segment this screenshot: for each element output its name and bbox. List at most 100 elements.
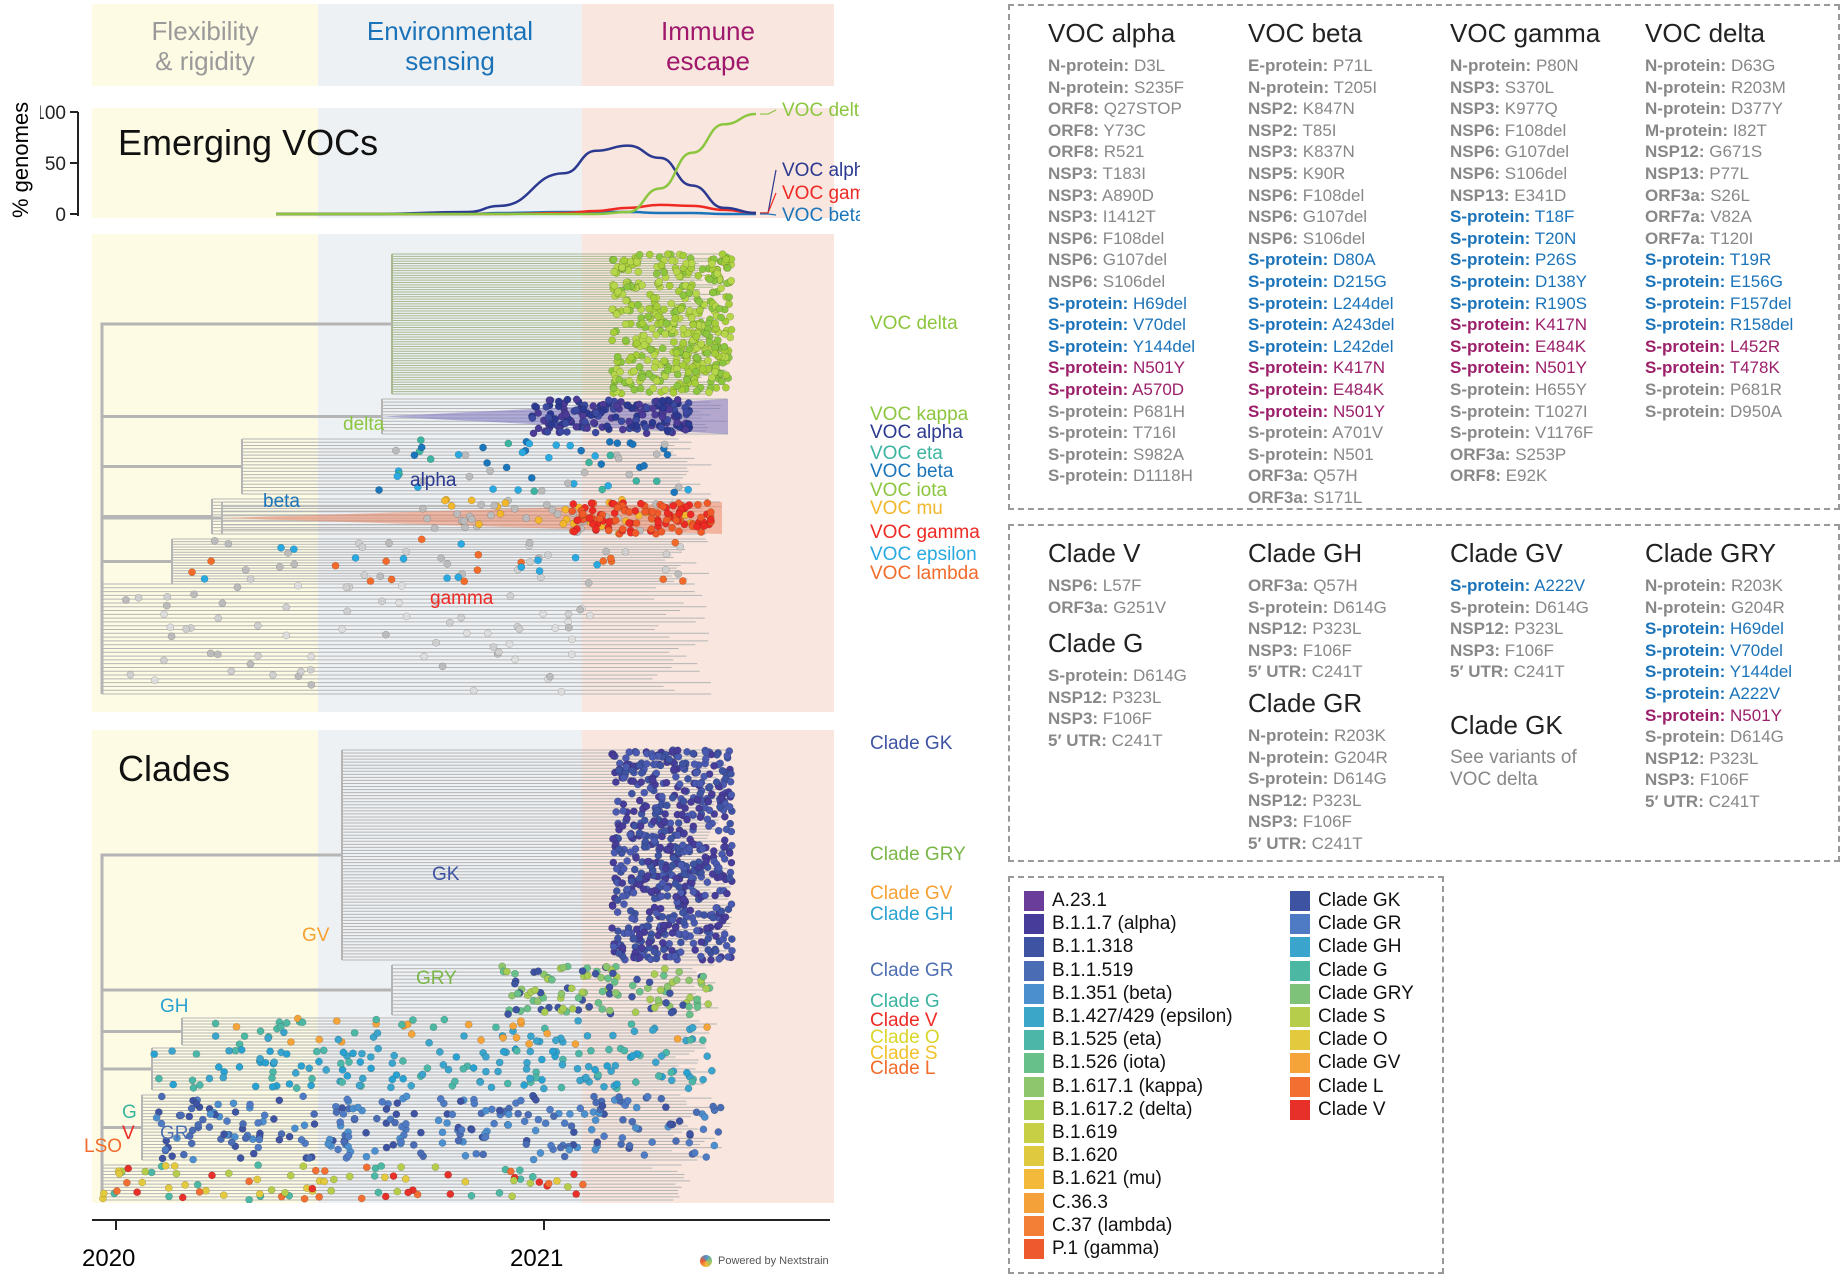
mutation-code: P323L xyxy=(1307,790,1362,810)
mutation-row: S-protein: S982A xyxy=(1048,444,1195,466)
legend-swatch xyxy=(1290,1030,1310,1051)
gene-name: S-protein: xyxy=(1248,250,1329,270)
gene-name: S-protein: xyxy=(1248,336,1329,356)
clade-node-label-gr: GR xyxy=(160,1123,189,1144)
legend-label: Clade O xyxy=(1318,1029,1388,1051)
mutation-column-title: VOC delta xyxy=(1645,18,1765,48)
gene-name: NSP13: xyxy=(1450,185,1510,205)
tree-tips xyxy=(568,499,715,538)
mutation-code: Y144del xyxy=(1725,662,1793,682)
mutation-row: M-protein: I82T xyxy=(1645,120,1793,142)
mutation-row: NSP3: F106F xyxy=(1048,708,1187,730)
gene-name: S-protein: xyxy=(1048,315,1129,335)
mutation-row: S-protein: T18F xyxy=(1450,206,1600,228)
clade-node-label-gry: GRY xyxy=(416,968,457,989)
mutation-row: NSP3: K977Q xyxy=(1450,98,1600,120)
mutation-code: C241T xyxy=(1508,662,1565,682)
tree-tips xyxy=(419,495,695,538)
clade-phylo-tree xyxy=(99,746,736,1203)
legend-swatch xyxy=(1024,960,1044,981)
mutation-row: NSP3: F106F xyxy=(1248,811,1388,833)
mutation-column: VOC gamma N-protein: P80N NSP3: S370L NSP3:… xyxy=(1450,18,1600,487)
gene-name: S-protein: xyxy=(1645,358,1726,378)
gene-name: ORF3a: xyxy=(1248,466,1309,486)
legend-swatch xyxy=(1290,983,1310,1004)
legend-label: Clade G xyxy=(1318,959,1388,981)
mutation-row: S-protein: A701V xyxy=(1248,422,1394,444)
gene-name: S-protein: xyxy=(1450,379,1531,399)
gene-name: S-protein: xyxy=(1048,358,1129,378)
legend-swatch xyxy=(1024,890,1044,911)
mutation-code: L244del xyxy=(1328,293,1394,313)
legend-item-clade: Clade O xyxy=(1290,1029,1388,1051)
panel-separator xyxy=(60,712,860,730)
gene-name: NSP13: xyxy=(1645,163,1705,183)
mutation-code: A701V xyxy=(1328,423,1384,443)
mutation-row: S-protein: P681H xyxy=(1048,401,1195,423)
mutation-row: NSP3: A890D xyxy=(1048,185,1195,207)
legend-label: Clade GR xyxy=(1318,913,1402,935)
legend-item-lineage: B.1.1.519 xyxy=(1024,960,1133,982)
mutation-row: ORF8: R521 xyxy=(1048,141,1195,163)
mutation-row: N-protein: R203K xyxy=(1248,725,1388,747)
legend-item-lineage: B.1.621 (mu) xyxy=(1024,1168,1162,1190)
mutation-row: NSP6: F108del xyxy=(1450,120,1600,142)
mutation-code: P71L xyxy=(1328,56,1373,75)
legend-item-lineage: B.1.620 xyxy=(1024,1145,1118,1167)
gene-name: N-protein: xyxy=(1048,77,1130,97)
gene-name: NSP6: xyxy=(1248,185,1299,205)
mutation-code: D614G xyxy=(1128,666,1187,685)
legend-swatch xyxy=(1024,1146,1044,1167)
gene-name: N-protein: xyxy=(1248,77,1330,97)
legend-item-clade: Clade GV xyxy=(1290,1052,1400,1074)
mutation-code: N501Y xyxy=(1725,705,1782,725)
gene-name: S-protein: xyxy=(1248,358,1329,378)
voc-node-label-gamma: gamma xyxy=(430,588,494,609)
mutation-code: F108del xyxy=(1098,228,1165,248)
clade-tree-label-clade-gk: Clade GK xyxy=(870,733,953,754)
legend-label: Clade GV xyxy=(1318,1052,1401,1074)
mutation-code: P77L xyxy=(1704,163,1749,183)
mutation-row: NSP3: T183I xyxy=(1048,163,1195,185)
mutation-row: NSP2: T85I xyxy=(1248,120,1394,142)
legend-swatch xyxy=(1290,960,1310,981)
mutation-code: T716I xyxy=(1128,423,1177,443)
mutation-code: E484K xyxy=(1530,336,1587,356)
mutation-row: S-protein: P681R xyxy=(1645,379,1793,401)
voc-tree-label-voc-beta: VOC beta xyxy=(870,461,954,482)
mutation-row: NSP5: K90R xyxy=(1248,163,1394,185)
mutation-code: C241T xyxy=(1306,662,1363,682)
panel-separator xyxy=(60,86,860,108)
x-tick-2021: 2021 xyxy=(510,1245,564,1272)
gene-name: ORF3a: xyxy=(1048,597,1109,617)
mutation-code: D377Y xyxy=(1726,99,1783,119)
mutation-row: ORF3a: Q57H xyxy=(1248,575,1387,597)
mutation-row: S-protein: L452R xyxy=(1645,336,1793,358)
mutation-row: S-protein: D80A xyxy=(1248,249,1394,271)
tree-tips xyxy=(211,1014,711,1049)
gene-name: S-protein: xyxy=(1048,423,1129,443)
gene-name: NSP3: xyxy=(1450,99,1501,119)
tree-tips xyxy=(152,1091,725,1164)
legend-box xyxy=(1008,876,1444,1274)
mutation-code: R190S xyxy=(1530,293,1587,313)
gene-name: S-protein: xyxy=(1248,444,1329,464)
mutation-code: P323L xyxy=(1107,687,1162,707)
mutation-code: T85I xyxy=(1298,120,1337,140)
nextstrain-credit: Powered by Nextstrain xyxy=(700,1255,829,1268)
mutation-column: Clade GH ORF3a: Q57H S-protein: D614G NSP12… xyxy=(1248,538,1387,683)
legend-item-clade: Clade L xyxy=(1290,1076,1384,1098)
mutation-column-title: Clade GK xyxy=(1450,710,1563,740)
voc-tree-label-voc-mu: VOC mu xyxy=(870,498,943,519)
mutation-row: ORF3a: S26L xyxy=(1645,185,1793,207)
mutation-column: Clade G S-protein: D614G NSP12: P323L NSP3:… xyxy=(1048,628,1187,751)
mutation-row: S-protein: F157del xyxy=(1645,293,1793,315)
mutation-code: E341D xyxy=(1509,185,1567,205)
mutation-code: P323L xyxy=(1704,748,1759,768)
mutation-code: N501Y xyxy=(1530,358,1587,378)
legend-item-clade: Clade GH xyxy=(1290,936,1401,958)
gene-name: S-protein: xyxy=(1645,640,1726,660)
mutation-row: E-protein: P71L xyxy=(1248,55,1394,77)
mutation-row: S-protein: P26S xyxy=(1450,249,1600,271)
gene-name: S-protein: xyxy=(1645,705,1726,725)
